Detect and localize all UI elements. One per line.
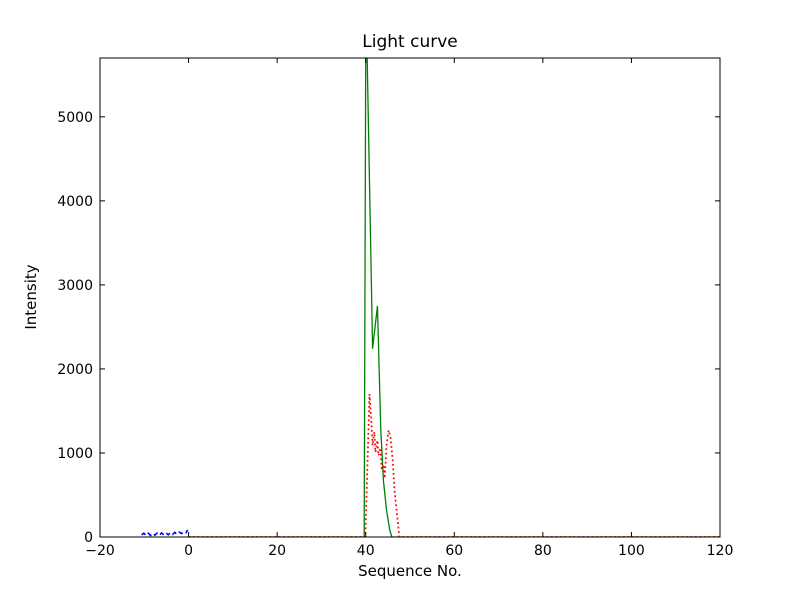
plot-frame — [99, 57, 721, 538]
x-tick-label: 100 — [618, 543, 645, 559]
y-tick-label: 3000 — [57, 278, 93, 294]
y-tick-label: 0 — [84, 530, 93, 546]
series-green-solid — [188, 58, 720, 537]
x-tick-label: 20 — [268, 543, 286, 559]
plot-series-group — [141, 58, 720, 537]
y-tick-label: 2000 — [57, 362, 93, 378]
x-tick-label: 60 — [445, 543, 463, 559]
chart-title: Light curve — [362, 32, 457, 52]
y-tick-label: 5000 — [57, 110, 93, 126]
x-tick-label: 80 — [534, 543, 552, 559]
x-tick-label: 40 — [357, 543, 375, 559]
x-tick-label: 120 — [707, 543, 734, 559]
series-red-dotted — [188, 394, 720, 537]
series-blue-dashed — [141, 529, 189, 537]
y-axis-label: Intensity — [22, 264, 40, 329]
x-tick-label: 0 — [184, 543, 193, 559]
x-axis-label: Sequence No. — [358, 562, 462, 580]
y-tick-label: 4000 — [57, 194, 93, 210]
y-tick-label: 1000 — [57, 446, 93, 462]
x-tick-label: −20 — [85, 543, 115, 559]
